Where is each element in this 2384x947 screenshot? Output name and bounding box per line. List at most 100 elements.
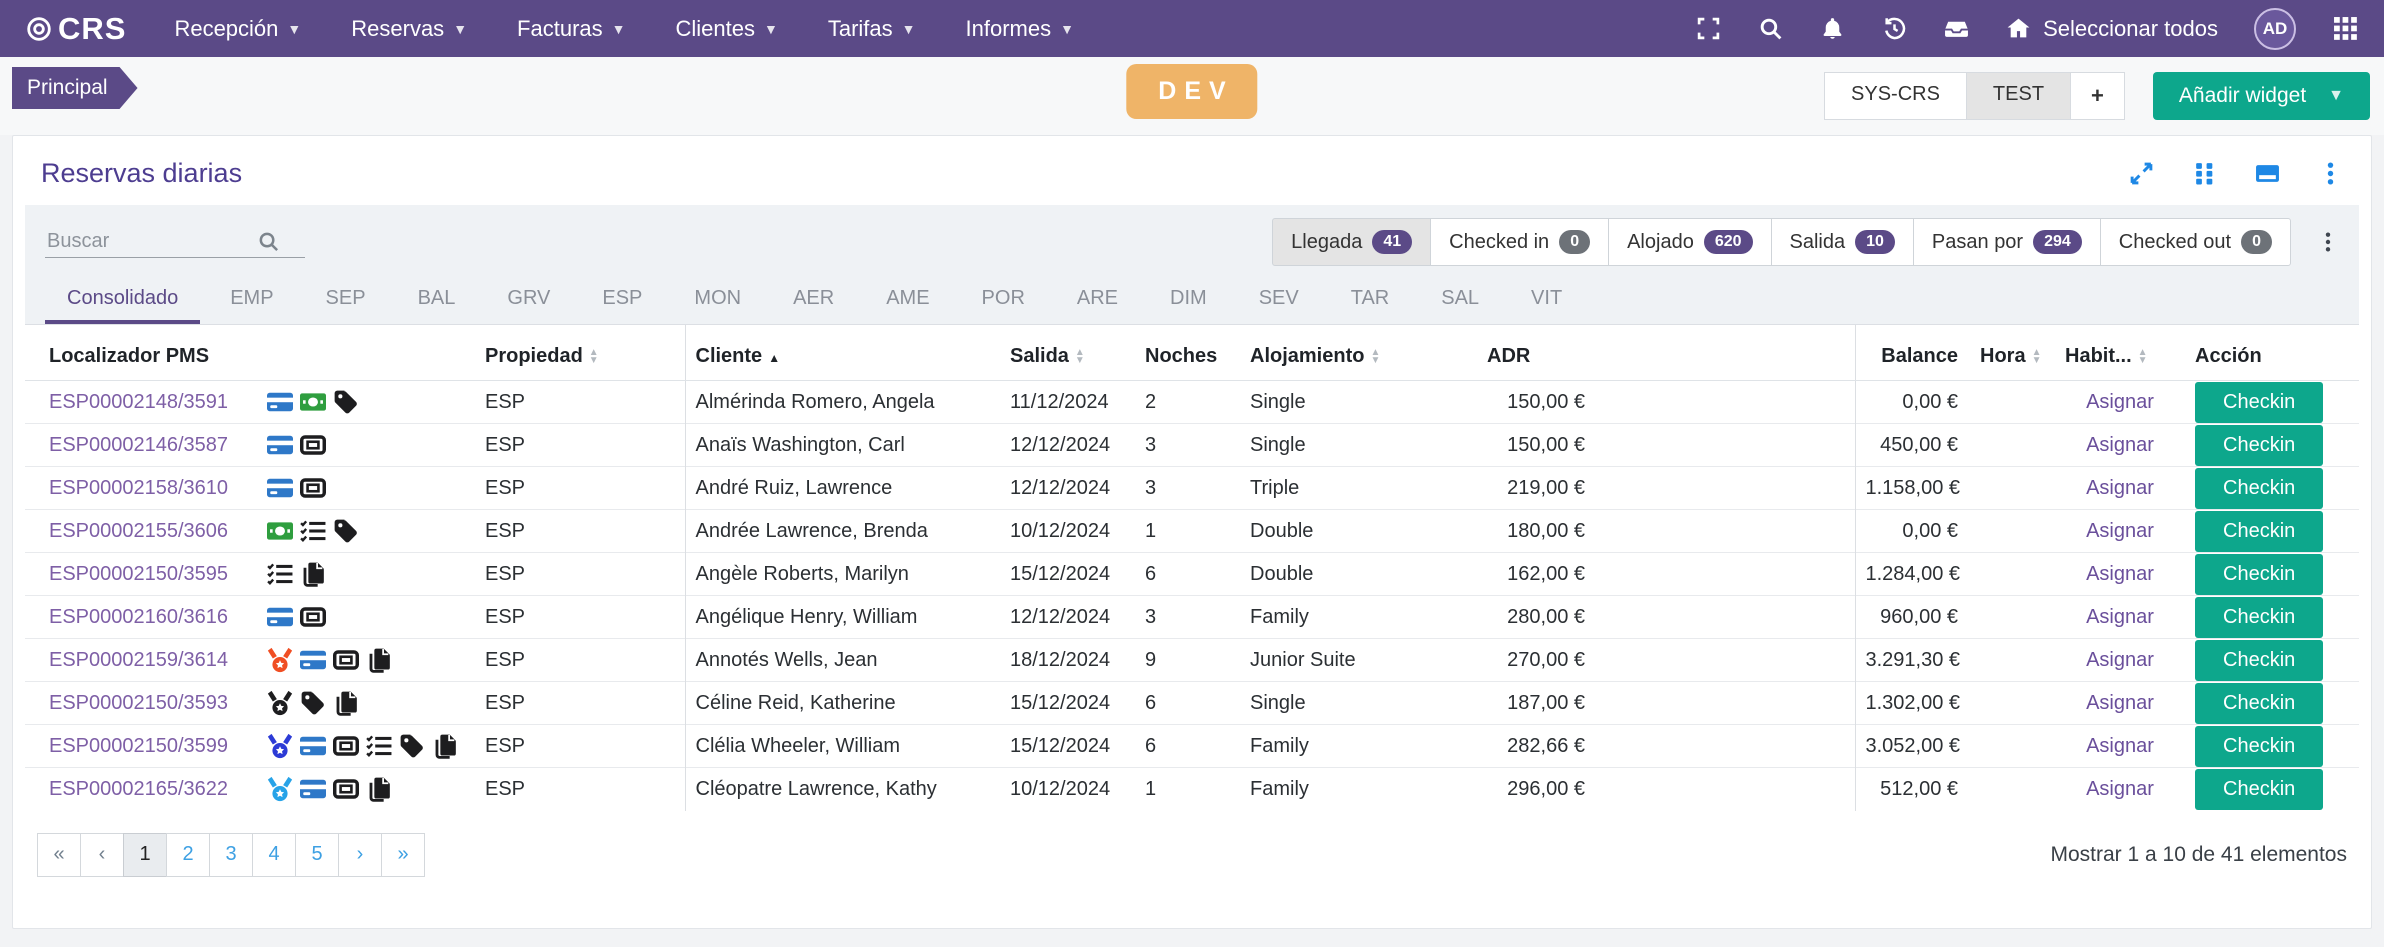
- reservation-link[interactable]: ESP00002155/3606: [49, 520, 267, 543]
- reservation-link[interactable]: ESP00002146/3587: [49, 434, 267, 457]
- cell-noches: 1: [1135, 768, 1240, 811]
- checkin-button[interactable]: Checkin: [2195, 425, 2323, 466]
- col-salida[interactable]: Salida▲▼: [1000, 325, 1135, 381]
- inbox-tray-icon[interactable]: [1943, 16, 1969, 42]
- filter-kebab-menu-icon[interactable]: [2317, 231, 2339, 253]
- tab-ame[interactable]: AME: [864, 275, 951, 324]
- workspace-tab-sys-crs[interactable]: SYS-CRS: [1824, 72, 1967, 120]
- tab-por[interactable]: POR: [960, 275, 1047, 324]
- reservation-link[interactable]: ESP00002165/3622: [49, 778, 267, 801]
- reservation-link[interactable]: ESP00002158/3610: [49, 477, 267, 500]
- menu-informes[interactable]: Informes▼: [966, 16, 1074, 42]
- col-hora[interactable]: Hora▲▼: [1970, 325, 2055, 381]
- reservation-link[interactable]: ESP00002150/3599: [49, 735, 267, 758]
- checkin-button[interactable]: Checkin: [2195, 769, 2323, 810]
- notifications-bell-icon[interactable]: [1819, 16, 1845, 42]
- page-3-button[interactable]: 3: [209, 833, 253, 877]
- grid-dots-icon[interactable]: [2192, 161, 2217, 186]
- tab-sal[interactable]: SAL: [1419, 275, 1501, 324]
- cell-propiedad: ESP: [475, 553, 685, 596]
- page-4-button[interactable]: 4: [252, 833, 296, 877]
- checkin-button[interactable]: Checkin: [2195, 726, 2323, 767]
- tab-esp[interactable]: ESP: [580, 275, 664, 324]
- tab-vit[interactable]: VIT: [1509, 275, 1584, 324]
- reservation-link[interactable]: ESP00002148/3591: [49, 391, 267, 414]
- tab-sev[interactable]: SEV: [1237, 275, 1321, 324]
- assign-room-link[interactable]: Asignar: [2086, 391, 2154, 413]
- cell-adr: 270,00 €: [1475, 639, 1645, 682]
- assign-room-link[interactable]: Asignar: [2086, 692, 2154, 714]
- assign-room-link[interactable]: Asignar: [2086, 735, 2154, 757]
- assign-room-link[interactable]: Asignar: [2086, 649, 2154, 671]
- page-1-button[interactable]: 1: [123, 833, 167, 877]
- status-filter-llegada[interactable]: Llegada41: [1272, 218, 1431, 266]
- cell-salida: 10/12/2024: [1000, 768, 1135, 811]
- kebab-menu-icon[interactable]: [2318, 161, 2343, 186]
- assign-room-link[interactable]: Asignar: [2086, 477, 2154, 499]
- reservation-link[interactable]: ESP00002159/3614: [49, 649, 267, 672]
- checkin-button[interactable]: Checkin: [2195, 597, 2323, 638]
- card-view-icon[interactable]: [2255, 161, 2280, 186]
- search-icon[interactable]: [257, 230, 280, 253]
- select-all-home[interactable]: Seleccionar todos: [2005, 16, 2218, 42]
- checkin-button[interactable]: Checkin: [2195, 683, 2323, 724]
- status-filter-checked-out[interactable]: Checked out0: [2100, 218, 2291, 266]
- tab-consolidado[interactable]: Consolidado: [45, 275, 200, 324]
- status-filter-salida[interactable]: Salida10: [1771, 218, 1914, 266]
- add-widget-button[interactable]: Añadir widget ▼: [2153, 72, 2370, 120]
- tab-dim[interactable]: DIM: [1148, 275, 1229, 324]
- reservation-link[interactable]: ESP00002150/3595: [49, 563, 267, 586]
- assign-room-link[interactable]: Asignar: [2086, 778, 2154, 800]
- add-workspace-tab-button[interactable]: +: [2070, 72, 2125, 120]
- checkin-button[interactable]: Checkin: [2195, 640, 2323, 681]
- assign-room-link[interactable]: Asignar: [2086, 563, 2154, 585]
- checkin-button[interactable]: Checkin: [2195, 511, 2323, 552]
- tab-bal[interactable]: BAL: [396, 275, 478, 324]
- apps-grid-icon[interactable]: [2332, 16, 2358, 42]
- menu-recepcion[interactable]: Recepción▼: [174, 16, 301, 42]
- status-filter-alojado[interactable]: Alojado620: [1608, 218, 1771, 266]
- search-icon[interactable]: [1757, 16, 1783, 42]
- reservation-icons: [267, 475, 326, 501]
- col-cliente[interactable]: Cliente▲: [685, 325, 1000, 381]
- menu-reservas[interactable]: Reservas▼: [351, 16, 467, 42]
- user-avatar[interactable]: AD: [2254, 8, 2296, 50]
- expand-icon[interactable]: [2129, 161, 2154, 186]
- menu-clientes[interactable]: Clientes▼: [676, 16, 778, 42]
- page-5-button[interactable]: 5: [295, 833, 339, 877]
- checkin-button[interactable]: Checkin: [2195, 382, 2323, 423]
- crs-logo[interactable]: CRS: [26, 11, 126, 47]
- tab-are[interactable]: ARE: [1055, 275, 1140, 324]
- page-next-button[interactable]: ›: [338, 833, 382, 877]
- page-first-button[interactable]: «: [37, 833, 81, 877]
- history-icon[interactable]: [1881, 16, 1907, 42]
- assign-room-link[interactable]: Asignar: [2086, 606, 2154, 628]
- page-last-button[interactable]: »: [381, 833, 425, 877]
- checkin-button[interactable]: Checkin: [2195, 554, 2323, 595]
- page-prev-button[interactable]: ‹: [80, 833, 124, 877]
- reservation-link[interactable]: ESP00002150/3593: [49, 692, 267, 715]
- tab-grv[interactable]: GRV: [485, 275, 572, 324]
- tab-sep[interactable]: SEP: [304, 275, 388, 324]
- tab-tar[interactable]: TAR: [1329, 275, 1412, 324]
- menu-facturas[interactable]: Facturas▼: [517, 16, 625, 42]
- assign-room-link[interactable]: Asignar: [2086, 520, 2154, 542]
- tab-emp[interactable]: EMP: [208, 275, 295, 324]
- search-input[interactable]: [47, 230, 257, 253]
- status-filter-pasan-por[interactable]: Pasan por294: [1913, 218, 2101, 266]
- tab-aer[interactable]: AER: [771, 275, 856, 324]
- assign-room-link[interactable]: Asignar: [2086, 434, 2154, 456]
- col-habitacion[interactable]: Habit...▲▼: [2055, 325, 2185, 381]
- page-2-button[interactable]: 2: [166, 833, 210, 877]
- col-propiedad[interactable]: Propiedad▲▼: [475, 325, 685, 381]
- menu-tarifas[interactable]: Tarifas▼: [828, 16, 916, 42]
- checkin-button[interactable]: Checkin: [2195, 468, 2323, 509]
- breadcrumb[interactable]: Principal: [12, 67, 138, 109]
- status-filter-checked-in[interactable]: Checked in0: [1430, 218, 1609, 266]
- fullscreen-icon[interactable]: [1695, 16, 1721, 42]
- reservation-link[interactable]: ESP00002160/3616: [49, 606, 267, 629]
- col-alojamiento[interactable]: Alojamiento▲▼: [1240, 325, 1475, 381]
- cell-hora: [1970, 553, 2055, 596]
- workspace-tab-test[interactable]: TEST: [1966, 72, 2071, 120]
- tab-mon[interactable]: MON: [672, 275, 763, 324]
